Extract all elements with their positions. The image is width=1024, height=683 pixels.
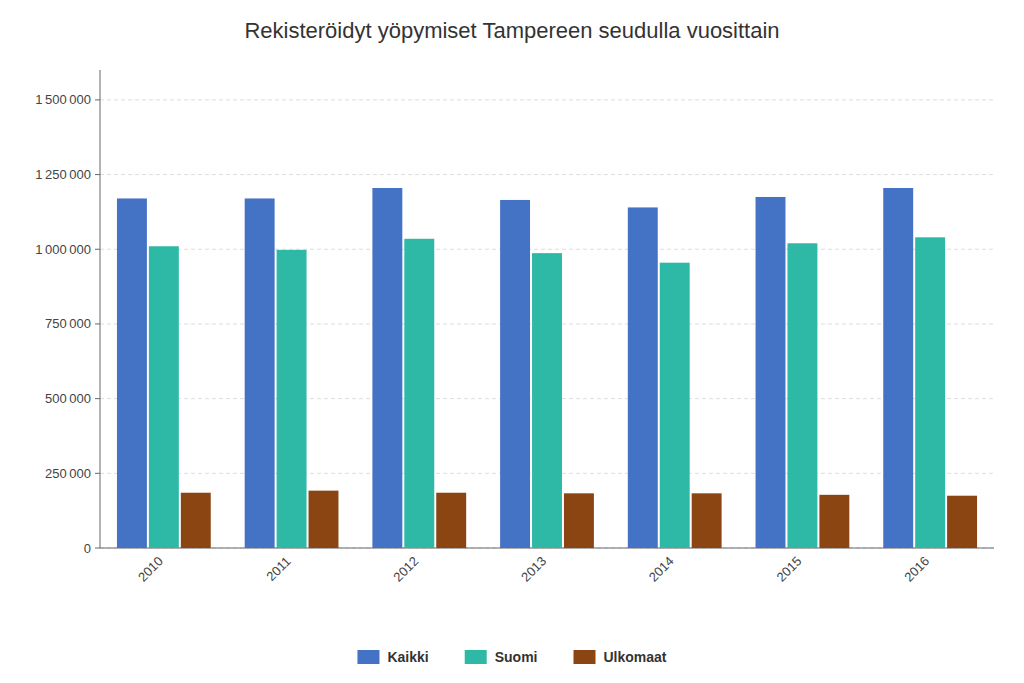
bar (915, 237, 945, 548)
bar (819, 495, 849, 548)
legend-label: Suomi (495, 649, 538, 665)
bar (309, 491, 339, 548)
x-tick-label: 2010 (135, 554, 166, 585)
x-tick-label: 2015 (773, 554, 804, 585)
bar (787, 243, 817, 548)
legend: Kaikki Suomi Ulkomaat (357, 649, 666, 665)
x-tick-label: 2014 (646, 554, 677, 585)
y-tick (95, 99, 100, 100)
y-tick-label: 750 000 (45, 316, 91, 331)
bar (564, 493, 594, 548)
y-tick-label: 1 500 000 (35, 92, 91, 107)
bar (500, 200, 530, 548)
bar (372, 188, 402, 548)
y-tick (95, 473, 100, 474)
y-axis (100, 70, 101, 548)
bar (660, 263, 690, 548)
bar (883, 188, 913, 548)
x-tick-label: 2016 (901, 554, 932, 585)
bar (756, 197, 786, 548)
bar (404, 239, 434, 548)
legend-label: Kaikki (387, 649, 428, 665)
bar (245, 198, 275, 548)
bar (277, 250, 307, 548)
bar (947, 496, 977, 548)
x-tick-label: 2013 (518, 554, 549, 585)
legend-swatch (357, 650, 379, 664)
legend-item: Kaikki (357, 649, 428, 665)
y-tick (95, 323, 100, 324)
bar (149, 246, 179, 548)
bar (628, 207, 658, 548)
y-tick (95, 249, 100, 250)
legend-item: Suomi (465, 649, 538, 665)
y-tick-label: 250 000 (45, 466, 91, 481)
legend-item: Ulkomaat (574, 649, 667, 665)
bar (436, 493, 466, 548)
legend-swatch (465, 650, 487, 664)
y-tick-label: 1 250 000 (35, 167, 91, 182)
chart: Rekisteröidyt yöpymiset Tampereen seudul… (0, 0, 1024, 683)
bar (117, 198, 147, 548)
grid-line (100, 174, 994, 175)
title: Rekisteröidyt yöpymiset Tampereen seudul… (244, 18, 779, 43)
y-tick (95, 174, 100, 175)
y-tick (95, 398, 100, 399)
legend-swatch (574, 650, 596, 664)
y-tick-label: 0 (84, 541, 91, 556)
bars (117, 188, 977, 548)
bar (532, 253, 562, 548)
y-tick-label: 500 000 (45, 391, 91, 406)
x-tick-label: 2011 (263, 554, 293, 584)
grid-line (100, 249, 994, 250)
grid (100, 100, 994, 548)
grid-line (100, 99, 994, 100)
bar (692, 493, 722, 548)
legend-label: Ulkomaat (604, 649, 667, 665)
y-tick (95, 548, 100, 549)
y-tick-label: 1 000 000 (35, 242, 91, 257)
x-tick-label: 2012 (390, 554, 421, 585)
bar (181, 493, 211, 548)
